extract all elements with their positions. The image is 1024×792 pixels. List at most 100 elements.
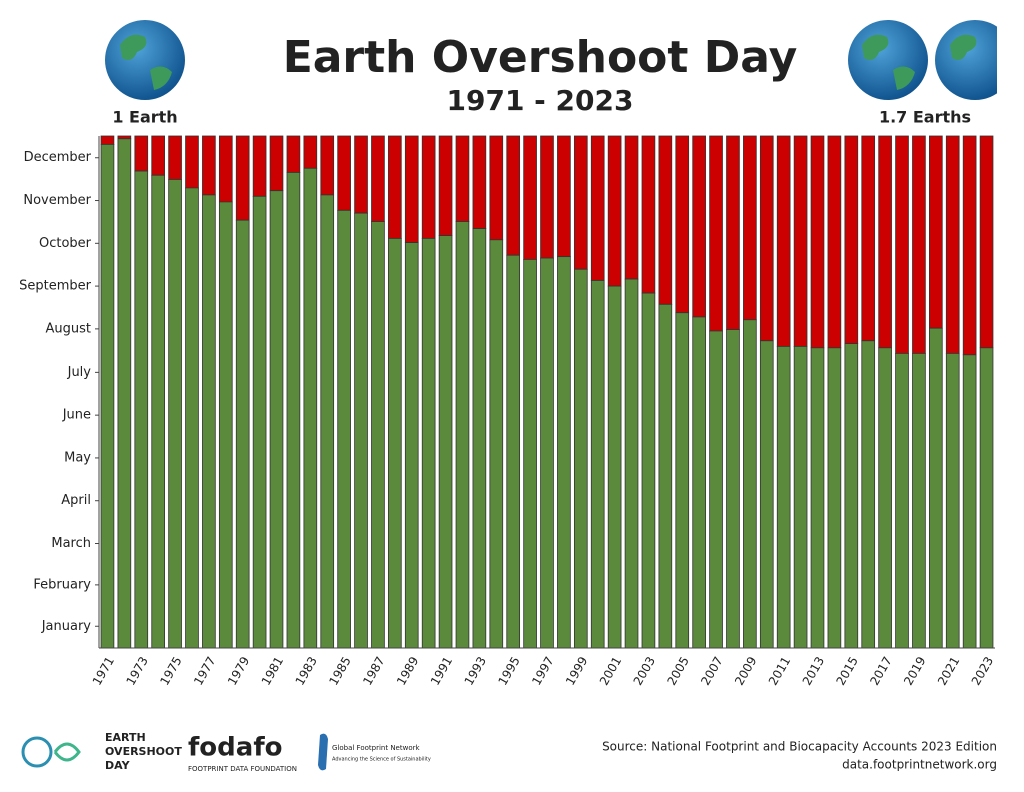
- bar: [472, 228, 487, 649]
- bar: [675, 312, 690, 649]
- remainder-bar: [202, 135, 216, 196]
- source-url: data.footprintnetwork.org: [842, 758, 997, 772]
- y-tick-label: August: [46, 321, 92, 336]
- remainder-bar: [861, 135, 876, 342]
- x-tick-label: 2013: [800, 654, 827, 687]
- remainder-bar: [185, 135, 199, 189]
- bar: [117, 138, 132, 649]
- bar: [438, 235, 453, 649]
- bar: [827, 347, 842, 649]
- bar: [895, 353, 909, 649]
- bar: [573, 268, 588, 649]
- remainder-bar: [945, 135, 960, 354]
- bar: [979, 347, 994, 649]
- bar: [624, 278, 639, 649]
- remainder-bar: [590, 135, 605, 281]
- logo-text: FOOTPRINT DATA FOUNDATION: [188, 765, 297, 773]
- remainder-bar: [489, 135, 504, 241]
- bar: [235, 219, 250, 649]
- x-tick-label: 1971: [90, 654, 117, 687]
- bar: [912, 353, 926, 649]
- remainder-bar: [793, 135, 808, 347]
- x-tick-label: 1999: [563, 654, 590, 687]
- remainder-bar: [540, 135, 554, 259]
- remainder-bar: [438, 135, 453, 236]
- remainder-bar: [979, 135, 994, 349]
- x-tick-label: 1983: [293, 654, 320, 687]
- remainder-bar: [235, 135, 250, 221]
- bar: [945, 353, 960, 649]
- plot: January February March April May June July Augu…: [19, 135, 996, 688]
- bar: [607, 285, 622, 649]
- x-tick-label: 2007: [698, 654, 725, 687]
- globe: [105, 20, 185, 100]
- y-tick-label: January: [41, 619, 92, 634]
- remainder-bar: [388, 135, 402, 239]
- bar: [929, 327, 943, 649]
- bar: [878, 347, 892, 649]
- bar: [337, 209, 351, 649]
- remainder-bar: [320, 135, 335, 196]
- remainder-bar: [252, 135, 267, 197]
- remainder-bar: [844, 135, 859, 345]
- logo-text: Global Footprint Network: [332, 744, 420, 752]
- bar: [709, 330, 723, 649]
- bar: [810, 347, 825, 649]
- x-tick-label: 1997: [529, 654, 556, 687]
- y-tick-label: June: [62, 408, 91, 423]
- remainder-bar: [776, 135, 791, 347]
- y-tick-label: March: [51, 536, 91, 551]
- bar: [557, 256, 571, 649]
- remainder-bar: [929, 135, 943, 329]
- bar: [151, 174, 165, 649]
- x-tick-label: 1981: [259, 654, 286, 687]
- remainder-bar: [658, 135, 673, 305]
- remainder-bar: [607, 135, 622, 287]
- remainder-bar: [675, 135, 690, 314]
- remainder-bar: [286, 135, 301, 173]
- logo-text: fodafo: [188, 733, 283, 763]
- x-tick-label: 2001: [597, 654, 624, 687]
- remainder-bar: [506, 135, 521, 256]
- remainder-bar: [151, 135, 165, 176]
- remainder-bar: [743, 135, 757, 321]
- remainder-bar: [269, 135, 284, 192]
- globe: [848, 20, 928, 100]
- x-tick-label: 1991: [428, 654, 455, 687]
- bar: [962, 354, 977, 649]
- x-tick-label: 2003: [631, 654, 658, 687]
- x-tick-label: 1989: [394, 654, 421, 687]
- bar: [218, 201, 233, 649]
- remainder-bar: [371, 135, 385, 222]
- bar: [590, 280, 605, 649]
- x-tick-label: 2021: [935, 654, 962, 687]
- logo-text: EARTH: [105, 731, 146, 744]
- x-tick-label: 1987: [360, 654, 387, 687]
- remainder-bar: [709, 135, 723, 332]
- x-tick-label: 1979: [225, 654, 252, 687]
- source: Source: National Footprint and Biocapaci…: [602, 740, 997, 754]
- logo-text: Advancing the Science of Sustainability: [332, 757, 431, 763]
- remainder-bar: [117, 135, 132, 140]
- bar: [861, 340, 876, 649]
- bar: [776, 346, 791, 649]
- logo-text: OVERSHOOT: [105, 745, 182, 758]
- bar: [540, 257, 554, 649]
- y-tick-label: December: [24, 150, 92, 165]
- remainder-bar: [134, 135, 149, 172]
- remainder-bar: [912, 135, 926, 354]
- bar: [286, 172, 301, 649]
- bar: [844, 343, 859, 649]
- x-tick-label: 2005: [664, 654, 691, 687]
- x-tick-label: 1985: [326, 654, 353, 687]
- y-tick-label: May: [64, 450, 91, 465]
- logo-text: DAY: [105, 759, 131, 772]
- bar: [641, 292, 656, 649]
- bar: [388, 237, 402, 649]
- remainder-bar: [726, 135, 740, 330]
- logo: EARTH OVERSHOOT DAY fodafo FOOTPRINT DAT…: [21, 731, 431, 773]
- remainder-bar: [692, 135, 706, 318]
- bar: [489, 239, 504, 649]
- remainder-bar: [218, 135, 233, 203]
